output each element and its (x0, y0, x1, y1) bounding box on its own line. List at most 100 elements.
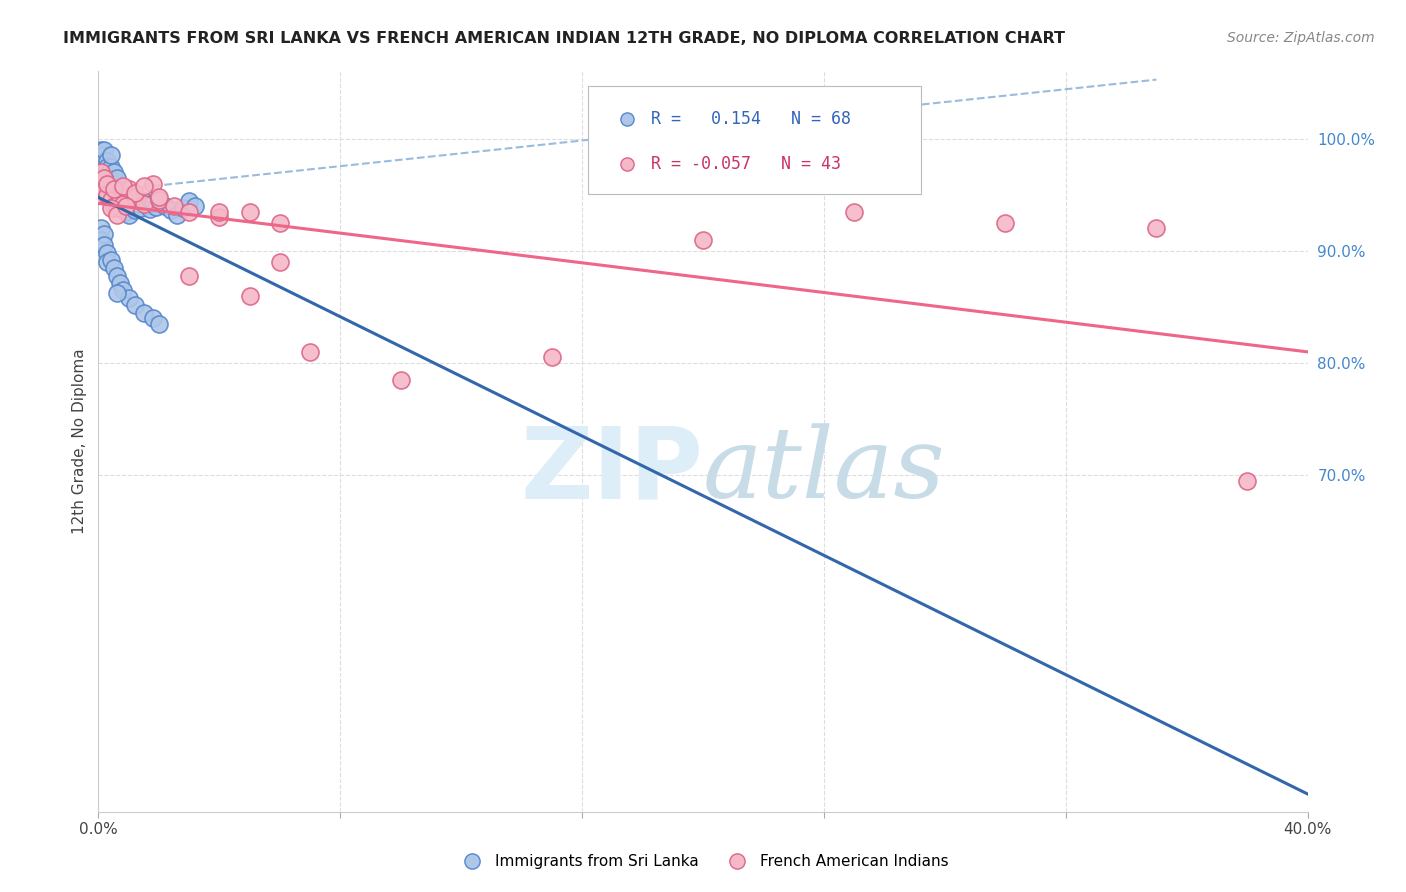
Point (269, 255, 291, 269)
Point (132, 305, 155, 319)
Point (90, 165, 112, 179)
Point (160, 203, 183, 218)
Point (184, 199, 207, 213)
Text: R =   0.154   N = 68: R = 0.154 N = 68 (651, 111, 851, 128)
Point (93, 182, 115, 196)
Legend: Immigrants from Sri Lanka, French American Indians: Immigrants from Sri Lanka, French Americ… (451, 848, 955, 875)
Point (111, 178, 134, 193)
Point (148, 190, 170, 204)
Point (90, 177, 112, 191)
Point (108, 199, 131, 213)
Point (1236, 474, 1258, 488)
Point (148, 317, 170, 331)
Point (179, 204, 201, 219)
Point (90, 160, 112, 174)
Point (135, 198, 157, 212)
Point (96, 246, 118, 260)
Point (103, 199, 125, 213)
Point (108, 194, 131, 208)
Point (96, 177, 118, 191)
Point (105, 268, 128, 283)
Point (166, 208, 188, 222)
Point (139, 202, 162, 217)
Point (142, 177, 165, 191)
Point (118, 195, 141, 210)
Point (89, 165, 111, 179)
Point (269, 216, 291, 230)
Point (90, 143, 112, 157)
Text: R = -0.057   N = 43: R = -0.057 N = 43 (651, 155, 841, 173)
Point (105, 182, 128, 196)
Point (100, 194, 122, 208)
Point (994, 216, 1017, 230)
Point (114, 194, 136, 208)
Point (153, 199, 176, 213)
Point (93, 170, 115, 185)
Point (108, 186, 131, 200)
Point (96, 177, 118, 191)
Point (96, 160, 118, 174)
Point (91, 148, 114, 162)
Point (105, 286, 128, 301)
Point (103, 187, 125, 202)
Point (132, 194, 155, 209)
Point (127, 196, 149, 211)
Point (111, 201, 134, 215)
Point (124, 190, 146, 204)
Point (105, 208, 128, 222)
Point (118, 182, 141, 196)
Point (100, 252, 122, 267)
Point (96, 154, 118, 169)
Y-axis label: 12th Grade, No Diploma: 12th Grade, No Diploma (72, 349, 87, 534)
Point (93, 165, 115, 179)
Point (90, 233, 112, 247)
Point (103, 260, 125, 275)
Point (105, 194, 128, 208)
Point (104, 182, 127, 196)
Point (121, 200, 143, 214)
Point (96, 165, 118, 179)
Point (163, 199, 186, 213)
Text: Source: ZipAtlas.com: Source: ZipAtlas.com (1227, 31, 1375, 45)
Point (100, 170, 122, 185)
Point (132, 178, 155, 193)
Point (90, 154, 112, 169)
Point (101, 177, 124, 191)
Point (93, 238, 115, 252)
Point (118, 208, 141, 222)
Point (142, 195, 165, 210)
Point (93, 143, 115, 157)
Point (148, 194, 170, 208)
Point (100, 182, 122, 196)
Text: atlas: atlas (703, 424, 946, 519)
Point (1144, 221, 1167, 235)
Point (111, 283, 134, 297)
Point (124, 298, 146, 312)
Point (103, 177, 125, 191)
Point (111, 196, 134, 211)
Point (90, 221, 112, 235)
Point (93, 170, 115, 185)
Point (142, 311, 165, 326)
Point (145, 200, 167, 214)
Point (692, 233, 714, 247)
Point (239, 289, 262, 303)
Point (96, 187, 118, 202)
Point (129, 201, 152, 215)
Point (93, 227, 115, 241)
Text: IMMIGRANTS FROM SRI LANKA VS FRENCH AMERICAN INDIAN 12TH GRADE, NO DIPLOMA CORRE: IMMIGRANTS FROM SRI LANKA VS FRENCH AMER… (63, 31, 1066, 46)
Point (94, 160, 117, 174)
Point (98, 170, 121, 185)
FancyBboxPatch shape (588, 87, 921, 194)
Point (96, 187, 118, 202)
Point (111, 190, 134, 204)
Point (844, 204, 866, 219)
Point (114, 199, 136, 213)
Point (108, 277, 131, 291)
Point (179, 268, 201, 283)
Point (172, 201, 194, 215)
Point (100, 148, 122, 162)
Point (114, 204, 136, 219)
Point (124, 203, 146, 218)
Point (105, 170, 128, 185)
